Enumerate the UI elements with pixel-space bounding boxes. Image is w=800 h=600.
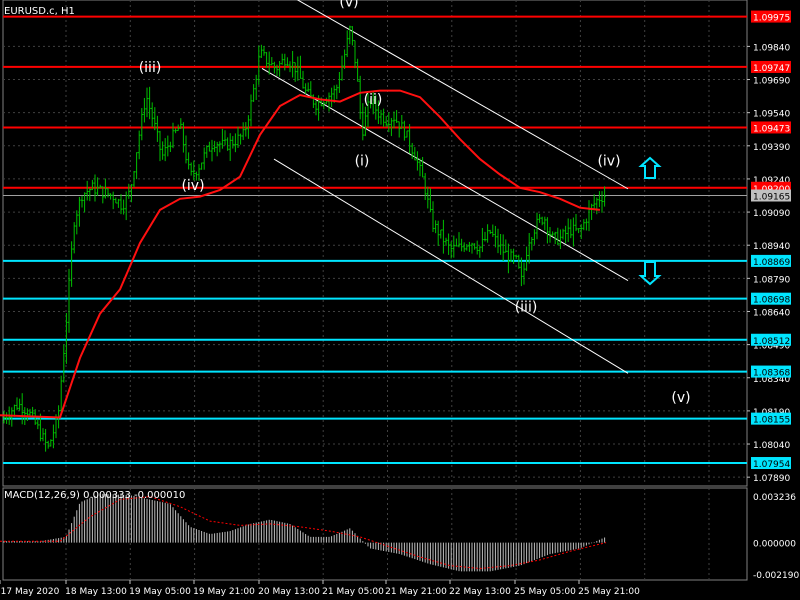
support-level-tag-label: 1.08698 (753, 296, 790, 306)
macd-pane-border (2, 487, 748, 581)
support-level-tag-label: 1.08155 (753, 416, 790, 426)
wave-label: (v) (671, 390, 690, 406)
resistance-level-tag-label: 1.09975 (753, 14, 790, 24)
support-level-tag (751, 412, 791, 425)
price-tick-label: 1.09390 (753, 143, 790, 153)
level-lines (3, 15, 747, 465)
current-price-tag (751, 189, 791, 202)
price-tick-label: 1.07890 (753, 474, 790, 484)
price-axis: 1.09840 1.09690 1.09540 1.09390 1.09240 1.090… (747, 10, 799, 581)
price-candles (2, 25, 606, 452)
resistance-level-tag-label: 1.09747 (753, 64, 790, 74)
wave-label: (v) (339, 0, 358, 11)
macd-label: MACD(12,26,9) 0.000333 -0.000010 (4, 490, 185, 501)
resistance-level-tag-label: 1.09473 (753, 124, 790, 134)
price-tick-label: 1.08340 (753, 375, 790, 385)
wave-label: (iv) (597, 154, 620, 170)
arrow-down-icon (638, 261, 662, 286)
main-pane-border (2, 0, 748, 487)
time-tick-label: 25 May 21:00 (578, 587, 640, 597)
support-level-tag (751, 457, 791, 470)
support-level-tag-label: 1.08368 (753, 369, 790, 379)
time-tick-label: 18 May 13:00 (65, 587, 127, 597)
support-level-tag (751, 365, 791, 378)
moving-average-line (0, 89, 601, 419)
wave-label: (iii) (515, 299, 538, 315)
time-axis: 17 May 2020 18 May 13:00 19 May 05:00 19 Ma… (0, 580, 640, 597)
current-price-label: 1.09165 (753, 193, 790, 203)
time-tick-label: 22 May 13:00 (449, 587, 511, 597)
price-tick-label: 1.09690 (753, 77, 790, 87)
time-tick-label: 19 May 05:00 (129, 587, 191, 597)
support-level-tag (751, 292, 791, 305)
time-tick-label: 17 May 2020 (1, 587, 60, 597)
direction-arrows (638, 156, 662, 286)
price-tick-label: 1.08490 (753, 342, 790, 352)
price-tick-label: 1.09540 (753, 110, 790, 120)
macd-tick-label: 0.003236 (753, 493, 796, 503)
chart-title: EURUSD.c, H1 (4, 6, 75, 17)
wave-label: (i) (355, 154, 370, 170)
time-tick-label: 21 May 21:00 (385, 587, 447, 597)
price-tick-label: 1.08040 (753, 441, 790, 451)
channel-line (296, 0, 629, 190)
macd-tick-label: 0.000000 (753, 540, 796, 550)
macd-pane (0, 493, 607, 572)
wave-label: (iv) (181, 178, 204, 194)
support-level-tag (751, 254, 791, 267)
time-tick-label: 25 May 05:00 (514, 587, 576, 597)
trend-channel (261, 0, 629, 374)
wave-label: (ii) (364, 92, 383, 108)
macd-signal-line (0, 496, 607, 570)
support-level-tag-label: 1.07954 (753, 460, 790, 470)
resistance-level-tag (751, 10, 791, 23)
price-tick-label: 1.09240 (753, 176, 790, 186)
chart-grid (2, 0, 748, 581)
support-level-tag (751, 333, 791, 346)
price-tick-label: 1.08940 (753, 242, 790, 252)
time-tick-label: 20 May 13:00 (258, 587, 320, 597)
channel-line (273, 158, 629, 374)
price-tick-label: 1.09840 (753, 43, 790, 53)
time-tick-label: 19 May 21:00 (193, 587, 255, 597)
wave-labels: (iii) (iv) (v) (i) (ii) (iii) (iv) (v) (139, 0, 691, 406)
arrow-up-icon (638, 156, 662, 179)
time-tick-label: 21 May 05:00 (322, 587, 384, 597)
price-tick-label: 1.09090 (753, 209, 790, 219)
wave-label: (iii) (139, 60, 162, 76)
resistance-level-tag (751, 121, 791, 134)
price-tick-label: 1.08640 (753, 308, 790, 318)
resistance-level-tag (751, 60, 791, 73)
support-level-tag-label: 1.08869 (753, 258, 790, 268)
channel-line (261, 68, 629, 281)
price-tick-label: 1.08790 (753, 275, 790, 285)
macd-tick-label: -0.002190 (753, 571, 799, 581)
support-level-tag-label: 1.08512 (753, 337, 790, 347)
